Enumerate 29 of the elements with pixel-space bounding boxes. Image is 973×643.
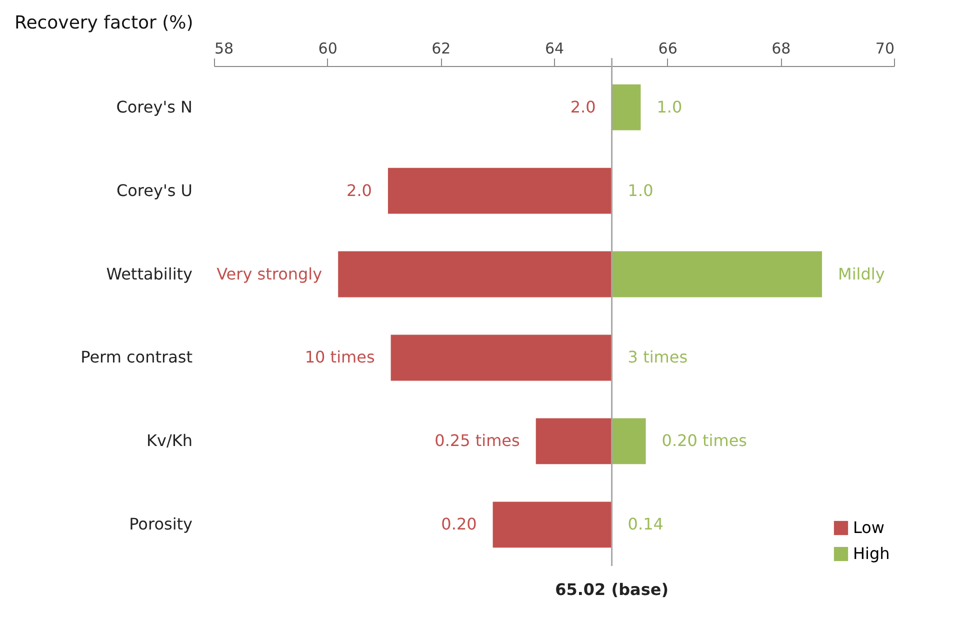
- annotation: 2.0: [346, 180, 372, 200]
- y-tick-label: Perm contrast: [80, 348, 192, 367]
- annotation: 2.0: [570, 97, 596, 116]
- x-tick-label: 58: [214, 40, 234, 58]
- annotation: Mildly: [838, 264, 885, 284]
- x-tick-label: 66: [658, 40, 678, 58]
- annotation: 0.14: [628, 514, 664, 534]
- annotation: 1.0: [656, 97, 682, 116]
- y-tick-label: Porosity: [129, 514, 192, 534]
- x-tick-label: 60: [318, 40, 338, 58]
- legend-label: High: [853, 544, 890, 563]
- annotation: 0.25 times: [434, 431, 520, 450]
- x-axis-title: Recovery factor (%): [14, 12, 194, 34]
- annotation: 0.20: [441, 514, 477, 534]
- legend-label: Low: [853, 518, 885, 537]
- x-tick-label: 62: [432, 40, 451, 58]
- x-tick-label: 70: [875, 40, 894, 58]
- y-tick-label: Kv/Kh: [146, 431, 192, 450]
- annotation: Very strongly: [216, 264, 322, 284]
- ref-line-label: 65.02 (base): [555, 580, 669, 599]
- annotation: 3 times: [628, 348, 688, 367]
- annotation: 0.20 times: [662, 431, 748, 450]
- x-tick-label: 64: [544, 40, 564, 58]
- y-tick-label: Corey's U: [116, 180, 192, 200]
- x-tick-label: 68: [772, 40, 791, 58]
- y-tick-label: Wettability: [106, 264, 192, 284]
- annotation: 10 times: [304, 348, 375, 367]
- annotation: 1.0: [628, 180, 654, 200]
- y-tick-label: Corey's N: [116, 97, 192, 116]
